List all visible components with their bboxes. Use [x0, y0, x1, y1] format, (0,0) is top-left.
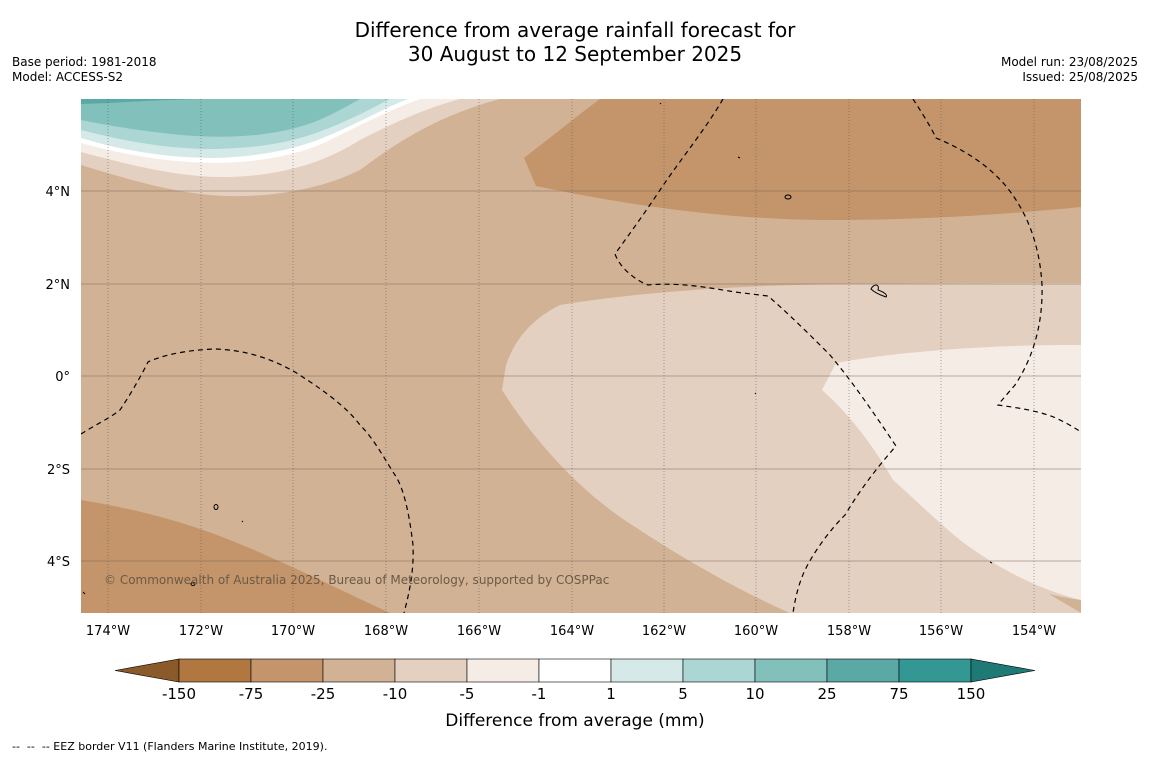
colorbar-tick-label: -10 [383, 685, 408, 703]
eez-border-legend: -- -- -- EEZ border V11 (Flanders Marine… [12, 740, 328, 753]
longitude-label: 160°W [734, 624, 778, 639]
island-3 [737, 156, 741, 159]
band-bottom-left-dark [81, 500, 390, 613]
longitude-label: 170°W [271, 624, 315, 639]
island-2 [870, 284, 887, 298]
title-line-2: 30 August to 12 September 2025 [407, 42, 743, 66]
latitude-label: 2°S [47, 463, 70, 478]
island-7 [241, 520, 244, 523]
latitude-gridlines [81, 190, 1081, 562]
colorbar-tick-label: -150 [162, 685, 196, 703]
band-right-lightest [822, 345, 1081, 600]
band-top-left-teal-3 [81, 99, 360, 137]
island-outlines [82, 102, 993, 595]
copyright-notice: © Commonwealth of Australia 2025, Bureau… [104, 573, 609, 587]
island-9 [82, 591, 86, 595]
colorbar-segment [250, 658, 324, 683]
latitude-label: 4°N [46, 185, 71, 200]
longitude-label: 164°W [550, 624, 594, 639]
longitude-label: 166°W [457, 624, 501, 639]
latitude-label: 4°S [47, 555, 70, 570]
longitude-label: 174°W [86, 624, 130, 639]
latitude-labels: 4°N 2°N 0° 2°S 4°S [46, 185, 71, 570]
issued-text: Issued: 25/08/2025 [1022, 70, 1138, 84]
island-5 [754, 392, 757, 395]
model-info: Base period: 1981-2018 Model: ACCESS-S2 [12, 55, 157, 85]
colorbar-segment [610, 658, 684, 683]
colorbar-tick-label: 5 [678, 685, 688, 703]
island-1 [784, 194, 792, 200]
longitude-label: 156°W [919, 624, 963, 639]
longitude-label: 158°W [827, 624, 871, 639]
colorbar-segment [754, 658, 828, 683]
model-name-text: Model: ACCESS-S2 [12, 70, 124, 84]
colorbar-tick-label: -75 [239, 685, 264, 703]
band-top-left-teal-4 [81, 99, 200, 104]
colorbar-segment [394, 658, 468, 683]
eez-border-east [912, 99, 1081, 433]
model-run-text: Model run: 23/08/2025 [1000, 55, 1138, 69]
colorbar-tick-label: -1 [532, 685, 547, 703]
island-8 [190, 582, 196, 586]
eez-border-west [81, 348, 414, 613]
island-4 [659, 102, 662, 105]
base-period-text: Base period: 1981-2018 [12, 55, 157, 69]
colorbar-extend-max [970, 658, 1036, 683]
colorbar-segment [898, 658, 972, 683]
longitude-labels: 174°W 172°W 170°W 168°W 166°W 164°W 162°W 160°W… [86, 624, 1056, 639]
island-10 [989, 561, 993, 564]
colorbar-segment [178, 658, 252, 683]
title-line-1: Difference from average rainfall forecas… [354, 18, 796, 42]
colorbar-title: Difference from average (mm) [445, 711, 704, 731]
latitude-label: 2°N [46, 278, 71, 293]
colorbar-tick-label: 75 [889, 685, 908, 703]
band-top-right-dark [524, 99, 1081, 220]
rainfall-field [81, 99, 1081, 613]
run-info: Model run: 23/08/2025 Issued: 25/08/2025 [1001, 55, 1138, 85]
latitude-label: 0° [55, 370, 70, 385]
colorbar-tick-label: 150 [957, 685, 986, 703]
colorbar-segment [826, 658, 900, 683]
longitude-label: 162°W [642, 624, 686, 639]
colorbar-tick-label: 1 [606, 685, 616, 703]
longitude-label: 168°W [364, 624, 408, 639]
colorbar: -150 -75 -25 -10 -5 -1 1 5 10 25 75 150 Difference f… [114, 658, 1036, 731]
island-6 [213, 504, 219, 510]
colorbar-tick-label: -5 [460, 685, 475, 703]
colorbar-tick-label: 25 [817, 685, 836, 703]
longitude-label: 154°W [1012, 624, 1056, 639]
colorbar-segment [682, 658, 756, 683]
map-title: Difference from average rainfall forecas… [0, 18, 1150, 66]
colorbar-segment [466, 658, 540, 683]
eez-borders [81, 99, 1081, 613]
colorbar-segment [322, 658, 396, 683]
colorbar-tick-label: -25 [311, 685, 336, 703]
eez-border-central [614, 99, 897, 613]
colorbar-extend-min [114, 658, 180, 683]
colorbar-segment [538, 658, 612, 683]
longitude-label: 172°W [179, 624, 223, 639]
colorbar-tick-label: 10 [745, 685, 764, 703]
